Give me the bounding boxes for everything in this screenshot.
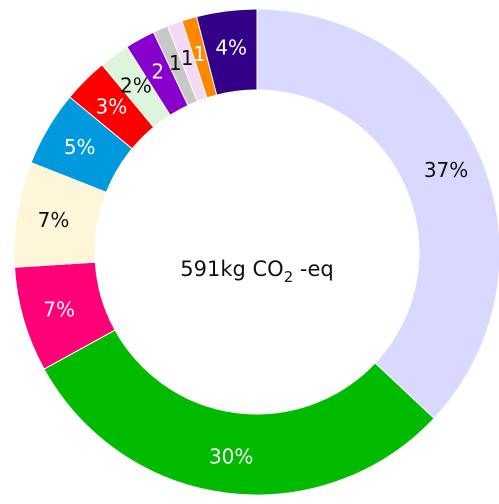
donut-slice xyxy=(195,8,258,96)
slice-label: 1 xyxy=(169,51,182,75)
donut-slices xyxy=(13,8,499,496)
donut-slice xyxy=(256,8,499,420)
slice-label: 2% xyxy=(120,73,152,97)
center-label-value: 591kg CO xyxy=(180,257,283,281)
slice-label: 4% xyxy=(215,36,247,60)
slice-label: 7% xyxy=(43,297,75,321)
slice-label: 1 xyxy=(181,46,194,70)
slice-labels: 37%30%7%7%5%3%2%2 1 1 1 4% xyxy=(38,36,469,469)
slice-label: 1 xyxy=(193,42,206,66)
center-label-suffix: -eq xyxy=(293,257,334,281)
center-label: 591kg CO2 -eq xyxy=(180,257,334,286)
slice-label: 2 xyxy=(151,59,164,83)
slice-label: 3% xyxy=(95,94,127,118)
slice-label: 5% xyxy=(64,135,96,159)
slice-label: 30% xyxy=(209,444,253,468)
slice-label: 37% xyxy=(424,158,468,182)
center-label-subscript: 2 xyxy=(284,268,294,286)
donut-slice xyxy=(43,329,435,496)
slice-label: 7% xyxy=(38,208,70,232)
